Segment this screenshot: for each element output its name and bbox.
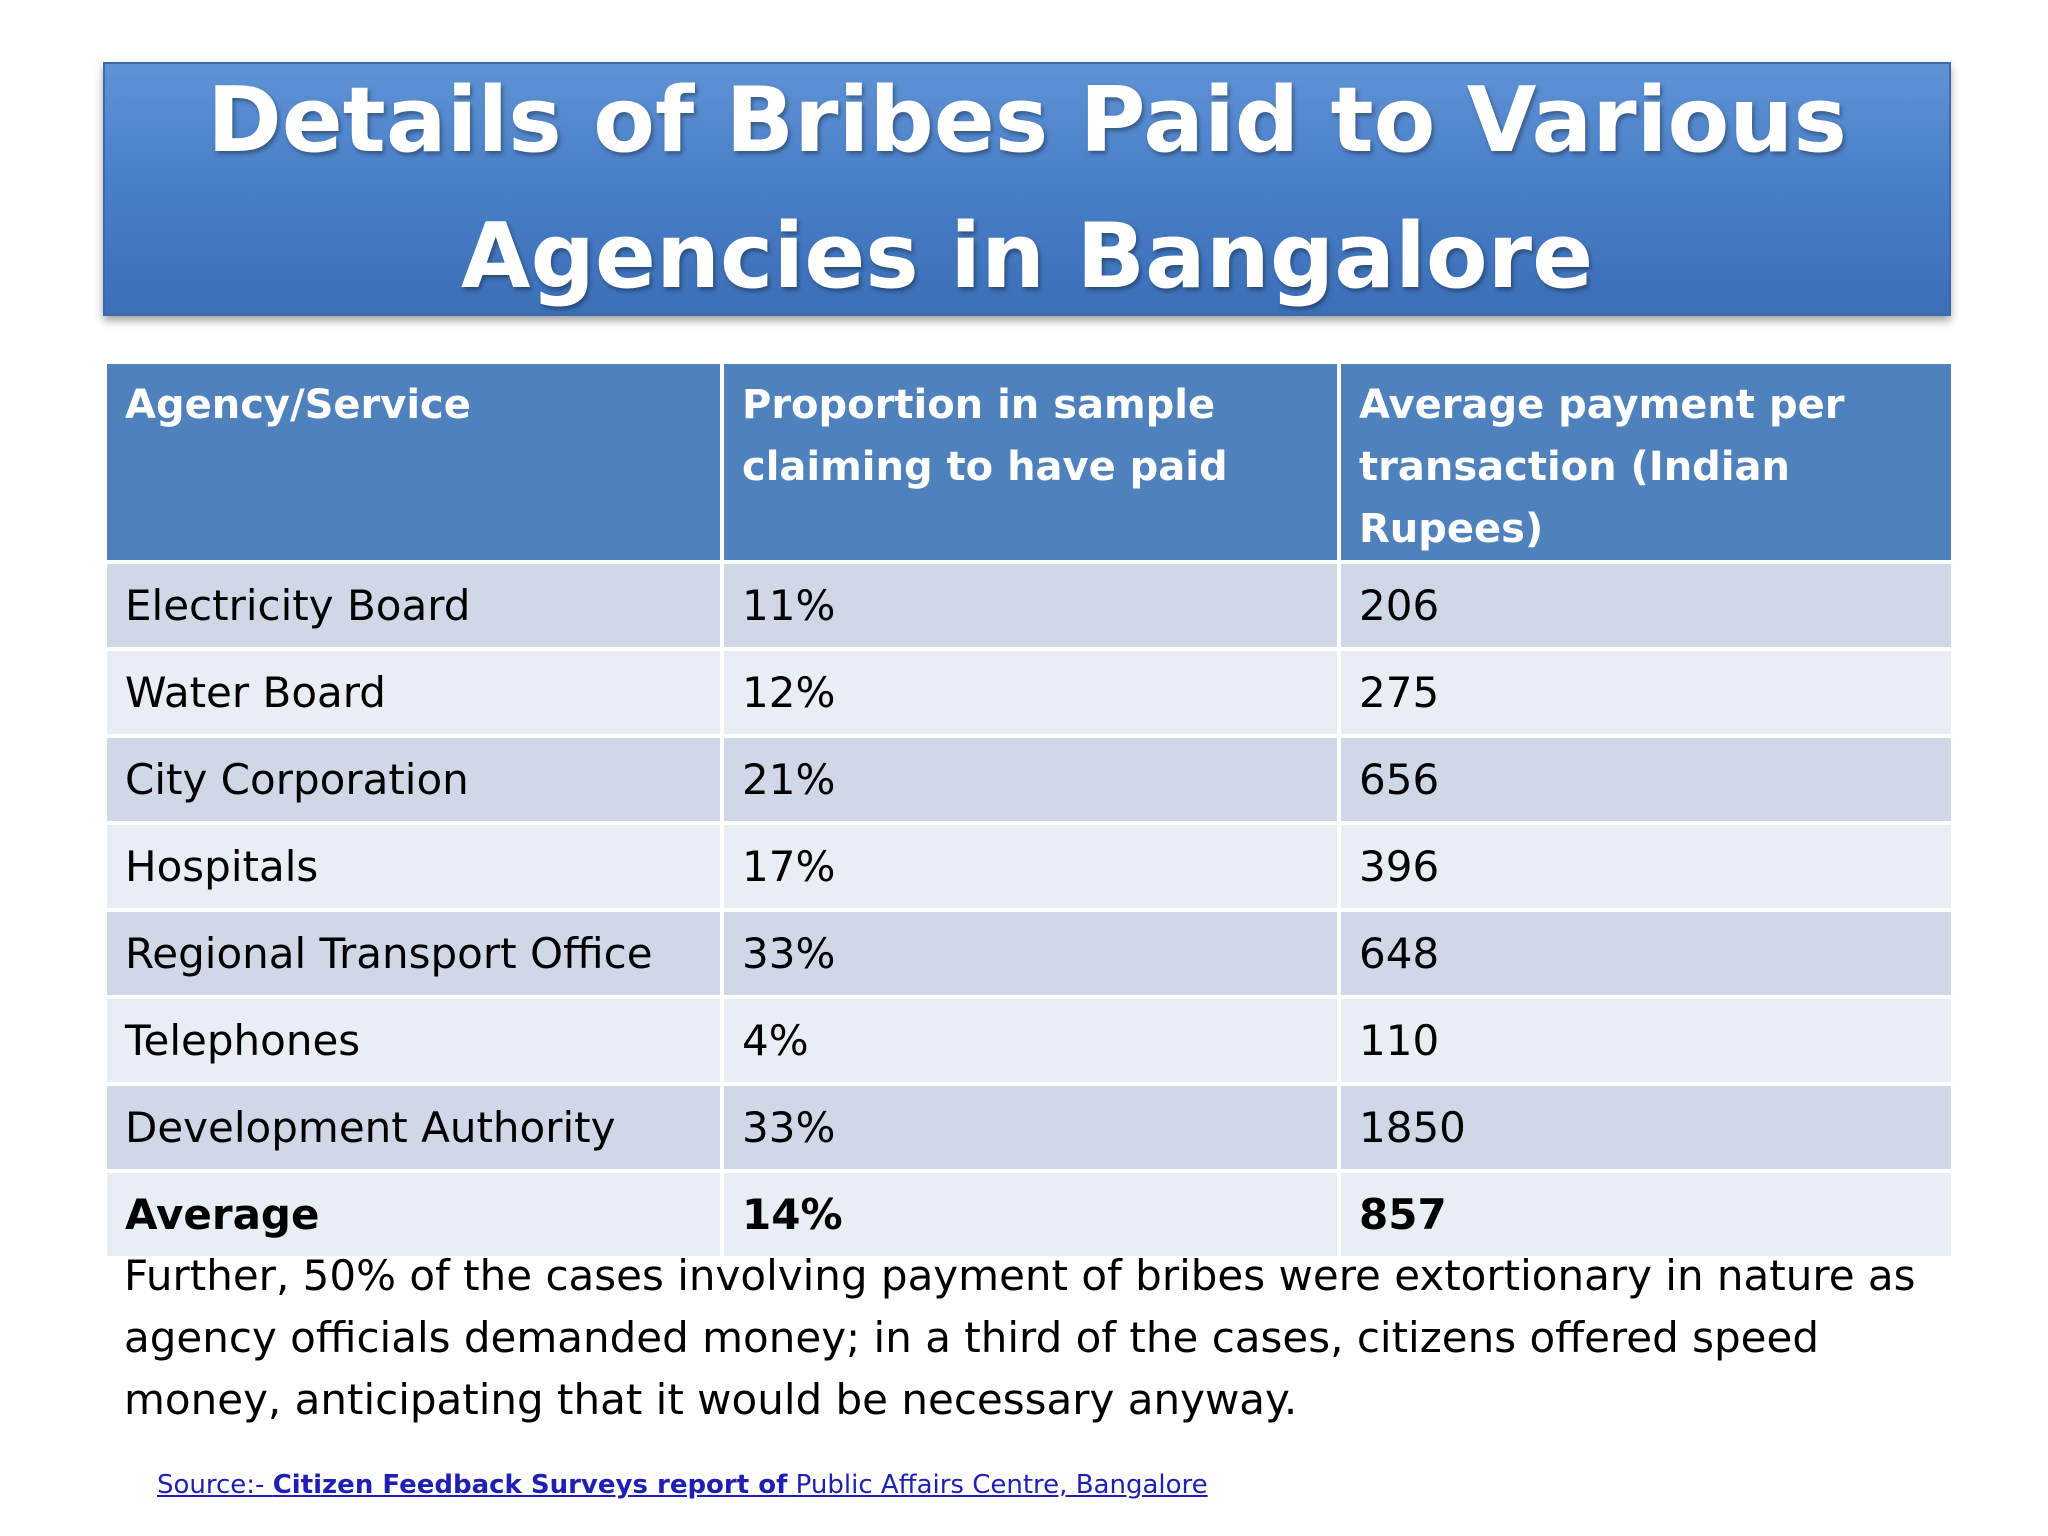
payment-cell: 206 <box>1337 560 1955 651</box>
table-header-row: Agency/Service Proportion in sample clai… <box>103 360 1955 564</box>
source-prefix: Source:- <box>157 1470 273 1500</box>
agency-cell: Regional Transport Office <box>103 908 724 999</box>
source-report-title: Citizen Feedback Surveys report of <box>272 1470 788 1500</box>
table-row: Water Board 12% 275 <box>103 647 1955 738</box>
proportion-cell: 11% <box>720 560 1341 651</box>
agency-cell: Hospitals <box>103 821 724 912</box>
agency-cell: Development Authority <box>103 1082 724 1173</box>
payment-cell: 1850 <box>1337 1082 1955 1173</box>
header-proportion-paid: Proportion in sample claiming to have pa… <box>720 360 1341 564</box>
table-row: Telephones 4% 110 <box>103 995 1955 1086</box>
payment-cell: 275 <box>1337 647 1955 738</box>
note-paragraph: Further, 50% of the cases involving paym… <box>124 1251 1916 1424</box>
average-label-cell: Average <box>103 1169 724 1260</box>
table-row: City Corporation 21% 656 <box>103 734 1955 825</box>
slide-title: Details of Bribes Paid to Various Agenci… <box>207 68 1847 309</box>
source-publisher: Public Affairs Centre, Bangalore <box>787 1470 1208 1500</box>
table-row: Regional Transport Office 33% 648 <box>103 908 1955 999</box>
agency-cell: Water Board <box>103 647 724 738</box>
proportion-cell: 17% <box>720 821 1341 912</box>
proportion-cell: 33% <box>720 908 1341 999</box>
payment-cell: 110 <box>1337 995 1955 1086</box>
payment-cell: 396 <box>1337 821 1955 912</box>
table-row: Development Authority 33% 1850 <box>103 1082 1955 1173</box>
proportion-cell: 21% <box>720 734 1341 825</box>
bribes-table: Agency/Service Proportion in sample clai… <box>103 360 1955 1260</box>
agency-cell: Telephones <box>103 995 724 1086</box>
header-average-payment: Average payment per transaction (Indian … <box>1337 360 1955 564</box>
payment-cell: 648 <box>1337 908 1955 999</box>
average-payment-cell: 857 <box>1337 1169 1955 1260</box>
source-link[interactable]: Source:- Citizen Feedback Surveys report… <box>157 1470 1208 1500</box>
table-row: Hospitals 17% 396 <box>103 821 1955 912</box>
proportion-cell: 12% <box>720 647 1341 738</box>
agency-cell: City Corporation <box>103 734 724 825</box>
table-average-row: Average 14% 857 <box>103 1169 1955 1260</box>
agency-cell: Electricity Board <box>103 560 724 651</box>
proportion-cell: 4% <box>720 995 1341 1086</box>
average-proportion-cell: 14% <box>720 1169 1341 1260</box>
payment-cell: 656 <box>1337 734 1955 825</box>
proportion-cell: 33% <box>720 1082 1341 1173</box>
table-row: Electricity Board 11% 206 <box>103 560 1955 651</box>
header-agency-service: Agency/Service <box>103 360 724 564</box>
title-banner: Details of Bribes Paid to Various Agenci… <box>103 62 1951 316</box>
